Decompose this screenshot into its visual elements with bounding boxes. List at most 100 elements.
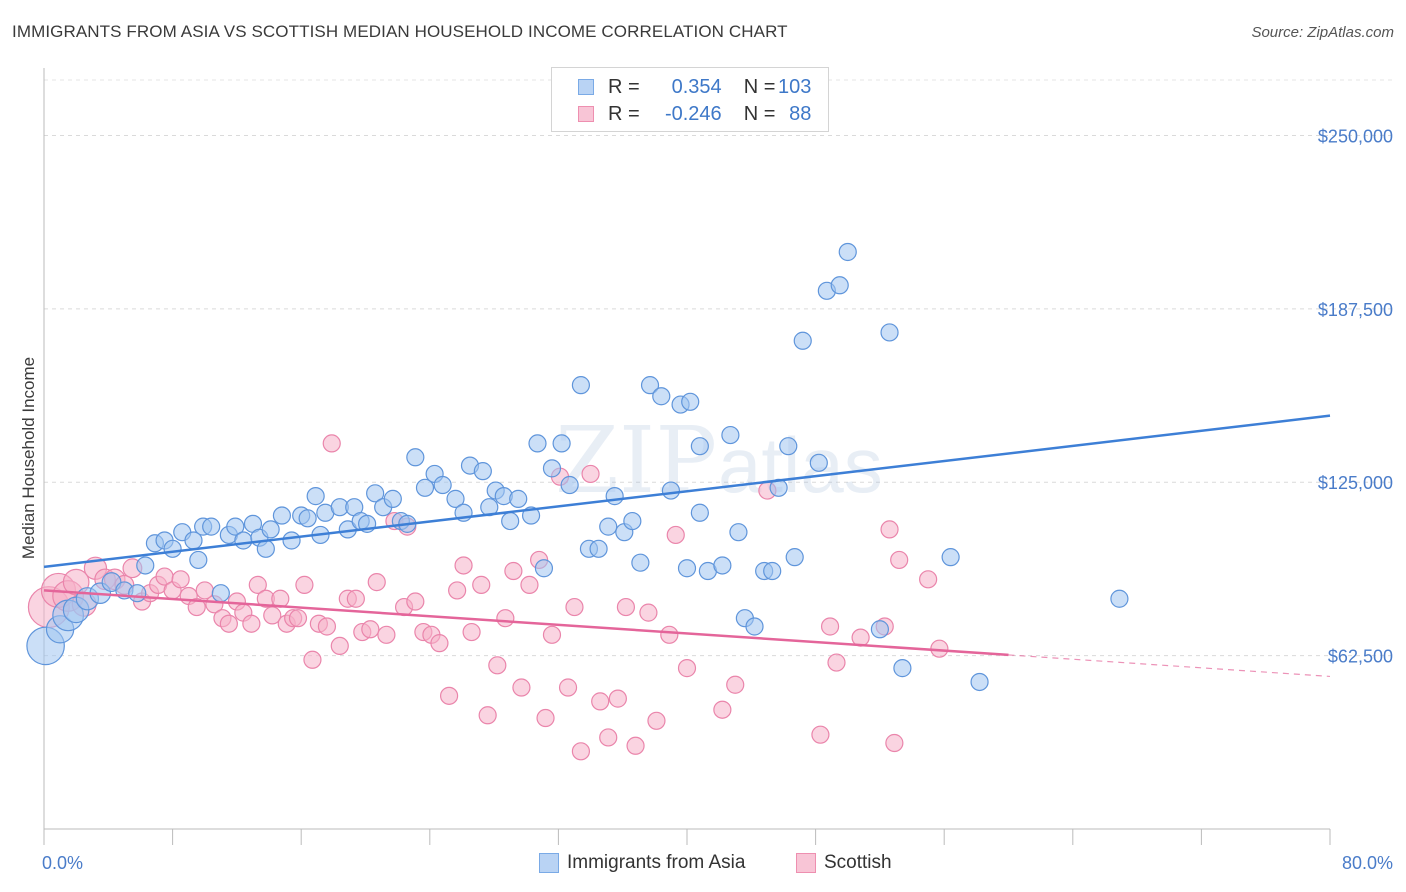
asia-point <box>830 276 849 295</box>
legend-r-label: R = <box>608 75 640 98</box>
scottish-point <box>317 617 337 636</box>
scottish-points <box>27 434 949 761</box>
axes <box>43 68 1331 845</box>
scottish-point <box>520 575 539 594</box>
asia-point <box>542 459 562 478</box>
scottish-point <box>827 653 846 672</box>
asia-point <box>970 672 989 692</box>
scottish-point <box>406 592 425 611</box>
scottish-point <box>288 609 308 628</box>
asia-point <box>128 584 147 603</box>
asia-trend-line <box>43 414 1331 569</box>
asia-point <box>136 556 155 575</box>
y-tick-label: $62,500 <box>1328 647 1393 667</box>
x-tick-label-max: 80.0% <box>1342 853 1393 873</box>
scottish-point <box>478 706 497 725</box>
legend-row-asia: R = 0.354 N = 103 <box>578 74 811 100</box>
legend-n-value-scottish: 88 <box>789 102 812 125</box>
scottish-point <box>558 678 578 697</box>
scottish-point <box>377 625 396 644</box>
asia-point <box>282 531 301 550</box>
scottish-point <box>512 678 531 697</box>
series-legend: Immigrants from Asia Scottish <box>0 852 1406 878</box>
scottish-point <box>919 570 938 589</box>
asia-point <box>211 584 230 603</box>
scottish-point <box>367 573 386 592</box>
legend-n-label: N = <box>743 75 776 98</box>
asia-point <box>661 481 681 500</box>
scottish-point <box>171 570 190 589</box>
asia-point <box>838 242 857 262</box>
scottish-point <box>496 609 515 628</box>
asia-point <box>534 559 554 578</box>
scottish-point <box>346 589 365 608</box>
legend-r-value-asia: 0.354 <box>671 75 722 98</box>
asia-point <box>1110 589 1129 608</box>
asia-point <box>677 559 697 578</box>
asia-point <box>446 489 465 508</box>
asia-point <box>509 489 528 508</box>
scottish-trend-line <box>43 589 1009 657</box>
source-label: Source: ZipAtlas.com <box>1251 24 1394 41</box>
scottish-point <box>504 561 523 581</box>
legend-row-scottish: R = -0.246 N = 88 <box>578 101 811 127</box>
scottish-point <box>616 597 636 617</box>
scottish-point <box>361 620 380 639</box>
y-tick-label: $187,500 <box>1318 300 1393 320</box>
asia-point <box>415 478 435 497</box>
asia-point <box>745 617 764 636</box>
asia-point <box>729 523 748 542</box>
scottish-point <box>608 689 627 708</box>
scottish-point <box>430 634 449 653</box>
asia-point <box>552 434 571 453</box>
scottish-point <box>542 625 562 644</box>
scottish-point <box>242 614 261 633</box>
asia-point <box>298 509 317 528</box>
asia-point <box>234 531 253 550</box>
scottish-point <box>880 520 899 539</box>
asia-point <box>528 434 547 453</box>
asia-point <box>763 561 782 581</box>
asia-point <box>272 506 292 525</box>
asia-point <box>721 425 740 445</box>
legend-n-value-asia: 103 <box>778 75 812 98</box>
y-axis-label: Median Household Income <box>19 357 38 559</box>
scottish-point <box>660 625 679 644</box>
asia-point <box>941 548 960 567</box>
asia-point <box>605 487 624 506</box>
asia-point <box>383 489 402 508</box>
scottish-point <box>713 700 732 719</box>
scottish-point <box>639 603 658 622</box>
asia-point <box>189 550 208 570</box>
asia-point <box>261 520 280 539</box>
scottish-trend-line-extension <box>1008 654 1331 678</box>
asia-point <box>809 453 828 472</box>
asia-point <box>779 437 798 456</box>
asia-point <box>793 331 812 350</box>
scottish-point <box>820 617 840 636</box>
scottish-point <box>462 622 481 642</box>
scottish-point <box>536 708 555 728</box>
legend-swatch-scottish <box>578 106 594 122</box>
asia-point <box>599 517 618 536</box>
x-tick-label-min: 0.0% <box>42 853 83 873</box>
asia-point <box>473 462 492 481</box>
scottish-point <box>303 650 322 669</box>
asia-point <box>690 503 709 522</box>
watermark: ZIP atlas <box>555 407 883 514</box>
scottish-point <box>248 575 267 594</box>
scottish-point <box>219 614 238 633</box>
trend-lines <box>43 414 1331 678</box>
scottish-point <box>295 575 314 594</box>
asia-point <box>652 387 671 406</box>
series-swatch-scottish <box>796 853 816 873</box>
scottish-point <box>591 692 610 711</box>
scottish-point <box>666 525 685 545</box>
asia-point <box>623 511 642 531</box>
legend-n-label: N = <box>743 102 776 125</box>
asia-point <box>560 475 579 495</box>
asia-point <box>589 539 608 558</box>
asia-point <box>571 376 591 395</box>
asia-point <box>690 437 709 456</box>
